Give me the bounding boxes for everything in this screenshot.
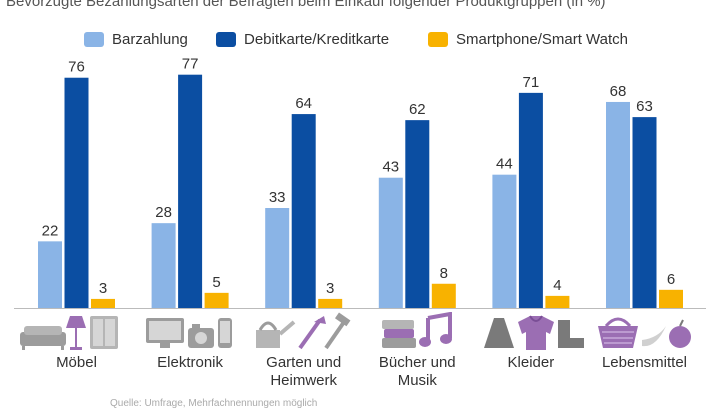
category-label-line: Lebensmittel — [601, 354, 688, 371]
category-label-line: Bücher und — [378, 354, 456, 371]
data-label-barzahlung-1: 28 — [155, 204, 172, 221]
bar-smartphone-2 — [318, 298, 343, 308]
data-label-debitkarte-3: 62 — [409, 101, 426, 118]
legend-item-barzahlung: Barzahlung — [84, 28, 188, 50]
electronics-icon — [146, 318, 232, 348]
bar-barzahlung-1 — [151, 223, 176, 308]
category-label-line: Musik — [397, 372, 437, 389]
legend: Barzahlung Debitkarte/Kreditkarte Smartp… — [0, 28, 720, 50]
category-label-line: Möbel — [56, 354, 97, 371]
data-label-smartphone-1: 5 — [212, 274, 220, 291]
bar-barzahlung-3 — [378, 177, 403, 308]
bar-barzahlung-5 — [606, 101, 630, 309]
bar-debitkarte-0 — [64, 77, 89, 308]
data-label-smartphone-5: 6 — [667, 271, 675, 288]
category-label-2: Garten und Heimwerk — [244, 354, 364, 390]
books-music-icon — [382, 312, 452, 348]
category-label-line: Elektronik — [157, 354, 224, 371]
data-label-debitkarte-1: 77 — [182, 56, 199, 73]
data-label-debitkarte-5: 63 — [636, 98, 653, 115]
category-label-line: Garten und — [266, 354, 342, 371]
data-label-barzahlung-2: 33 — [269, 189, 286, 206]
data-label-debitkarte-2: 64 — [295, 95, 312, 112]
bar-debitkarte-2 — [291, 114, 316, 308]
data-label-smartphone-2: 3 — [326, 280, 334, 297]
category-label-line: Heimwerk — [270, 372, 338, 389]
source-note: Quelle: Umfrage, Mehrfachnennungen mögli… — [110, 398, 318, 409]
bar-barzahlung-2 — [265, 208, 290, 308]
bar-smartphone-4 — [545, 295, 570, 308]
garden-tools-icon — [256, 312, 351, 350]
legend-item-debitkarte: Debitkarte/Kreditkarte — [216, 28, 389, 50]
bar-debitkarte-4 — [518, 92, 543, 309]
legend-label-smartphone: Smartphone/Smart Watch — [456, 30, 629, 48]
legend-label-debitkarte: Debitkarte/Kreditkarte — [244, 30, 390, 48]
bar-barzahlung-0 — [38, 241, 62, 308]
bar-smartphone-3 — [431, 283, 456, 308]
data-label-barzahlung-4: 44 — [496, 156, 513, 173]
category-label-1: Elektronik — [130, 354, 250, 372]
category-label-0: Möbel — [17, 354, 137, 372]
bar-debitkarte-3 — [405, 120, 430, 308]
bar-smartphone-5 — [659, 289, 683, 308]
bar-barzahlung-4 — [492, 174, 517, 308]
category-label-3: Bücher und Musik — [357, 354, 477, 390]
data-label-smartphone-0: 3 — [99, 280, 107, 297]
furniture-icon — [20, 316, 118, 350]
data-label-smartphone-4: 4 — [553, 277, 561, 294]
bar-smartphone-1 — [204, 292, 229, 308]
data-label-smartphone-3: 8 — [440, 265, 448, 282]
bar-debitkarte-1 — [178, 74, 203, 308]
data-label-barzahlung-3: 43 — [382, 159, 399, 176]
legend-swatch-debitkarte — [216, 31, 236, 47]
legend-swatch-barzahlung — [84, 31, 104, 47]
bar-debitkarte-5 — [632, 117, 657, 308]
category-label-5: Lebensmittel — [585, 354, 705, 372]
data-label-barzahlung-5: 68 — [610, 83, 627, 100]
data-label-barzahlung-0: 22 — [42, 222, 59, 239]
data-label-debitkarte-0: 76 — [68, 59, 85, 76]
legend-swatch-smartphone — [428, 31, 448, 47]
clothing-icon — [484, 315, 584, 350]
legend-label-barzahlung: Barzahlung — [112, 30, 188, 48]
bar-smartphone-0 — [91, 298, 115, 308]
groceries-icon — [598, 317, 691, 348]
category-label-line: Kleider — [507, 354, 555, 371]
data-label-debitkarte-4: 71 — [523, 74, 540, 91]
chart-subtitle: Bevorzugte Bezahlungsarten der Befragten… — [6, 0, 606, 10]
category-label-4: Kleider — [471, 354, 591, 372]
legend-item-smartphone: Smartphone/Smart Watch — [428, 28, 628, 50]
